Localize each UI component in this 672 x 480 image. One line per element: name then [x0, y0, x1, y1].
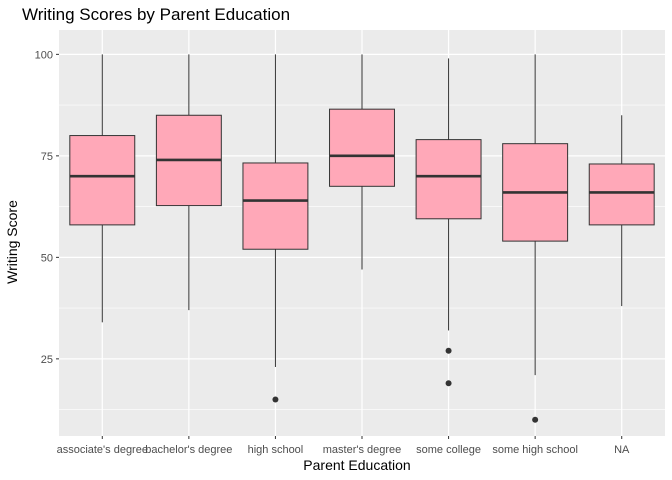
- box-layer: [69, 54, 655, 423]
- y-axis-title: Writing Score: [4, 200, 20, 284]
- box-3: [329, 54, 395, 270]
- x-tick-label: some high school: [492, 444, 578, 456]
- y-tick-label: 75: [41, 151, 53, 163]
- outlier-point: [272, 396, 279, 403]
- iqr-box: [415, 139, 482, 220]
- box-5: [502, 54, 569, 423]
- outlier-point: [532, 416, 539, 423]
- box-0: [69, 54, 136, 323]
- chart-title: Writing Scores by Parent Education: [22, 5, 290, 24]
- x-axis-title: Parent Education: [303, 457, 410, 473]
- x-tick-label: NA: [614, 444, 630, 456]
- iqr-box: [588, 163, 655, 226]
- outlier-point: [445, 380, 452, 387]
- x-tick-label: bachelor's degree: [145, 444, 232, 456]
- iqr-box: [69, 135, 136, 226]
- y-tick-label: 100: [35, 49, 53, 61]
- box-6: [588, 115, 655, 307]
- y-tick-label: 25: [41, 354, 53, 366]
- iqr-box: [242, 162, 309, 250]
- x-tick-label: master's degree: [323, 444, 402, 456]
- x-tick-label: high school: [248, 444, 304, 456]
- outlier-point: [445, 347, 452, 354]
- box-1: [155, 54, 222, 311]
- x-tick-label: associate's degree: [57, 444, 148, 456]
- box-4: [415, 58, 482, 387]
- box-2: [242, 54, 309, 403]
- x-tick-label: some college: [416, 444, 481, 456]
- y-tick-label: 50: [41, 252, 53, 264]
- iqr-box: [329, 108, 395, 187]
